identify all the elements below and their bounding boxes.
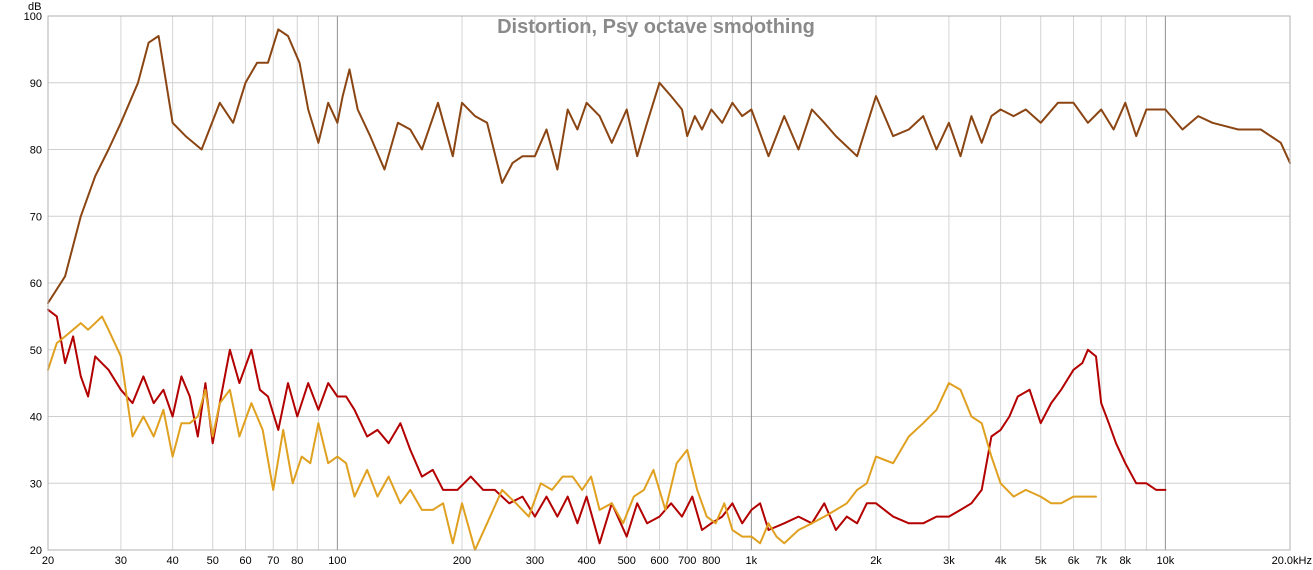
x-tick-label: 4k — [995, 555, 1007, 567]
x-tick-label: 70 — [267, 555, 279, 567]
y-tick-label: 20 — [30, 545, 42, 557]
x-tick-label: 10k — [1156, 555, 1174, 567]
x-tick-label: 8k — [1119, 555, 1131, 567]
y-unit-label: dB — [28, 1, 41, 13]
x-tick-label: 400 — [577, 555, 595, 567]
y-tick-label: 100 — [24, 11, 42, 23]
y-tick-label: 90 — [30, 78, 42, 90]
x-tick-label: 200 — [453, 555, 471, 567]
series-line-3 — [47, 315, 1097, 551]
y-tick-label: 40 — [30, 412, 42, 424]
x-tick-label: 600 — [650, 555, 668, 567]
x-tick-label: 80 — [291, 555, 303, 567]
x-tick-label: 20.0kHz — [1272, 555, 1312, 567]
x-axis-ticks: 20 30 40 50 60 70 80 100 200 300 400 500 600 700 800 1k… — [42, 555, 1312, 567]
x-tick-label: 40 — [167, 555, 179, 567]
x-tick-label: 20 — [42, 555, 54, 567]
x-tick-label: 700 — [678, 555, 696, 567]
chart-title: Distortion, Psy octave smoothing — [497, 16, 815, 38]
series-line-1 — [47, 28, 1291, 304]
x-tick-label: 100 — [328, 555, 346, 567]
x-tick-label: 800 — [702, 555, 720, 567]
series-group — [47, 28, 1291, 551]
x-tick-label: 50 — [207, 555, 219, 567]
x-tick-label: 30 — [115, 555, 127, 567]
y-tick-label: 80 — [30, 145, 42, 157]
x-tick-label: 2k — [870, 555, 882, 567]
plot-frame — [47, 15, 1291, 551]
grid — [47, 15, 1291, 551]
y-axis-ticks: 20 30 40 50 60 70 80 90 100 — [24, 11, 42, 557]
y-tick-label: 30 — [30, 478, 42, 490]
y-tick-label: 60 — [30, 278, 42, 290]
x-tick-label: 6k — [1068, 555, 1080, 567]
y-tick-label: 70 — [30, 211, 42, 223]
x-tick-label: 5k — [1035, 555, 1047, 567]
x-tick-label: 1k — [746, 555, 758, 567]
x-tick-label: 500 — [618, 555, 636, 567]
x-tick-label: 60 — [239, 555, 251, 567]
y-tick-label: 50 — [30, 345, 42, 357]
x-tick-label: 7k — [1095, 555, 1107, 567]
x-tick-label: 3k — [943, 555, 955, 567]
x-tick-label: 300 — [526, 555, 544, 567]
